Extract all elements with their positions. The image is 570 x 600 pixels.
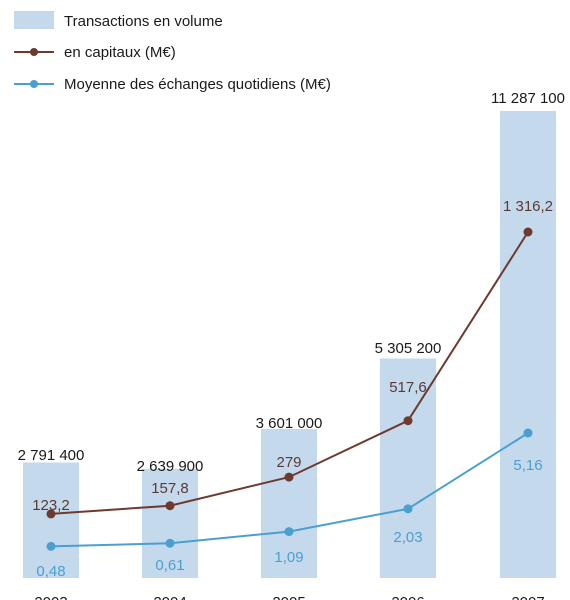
- bar-volume-2005: [261, 429, 317, 578]
- legend-label-volume: Transactions en volume: [64, 13, 223, 30]
- legend: Transactions en volume en capitaux (M€) …: [14, 11, 331, 93]
- label-volume-2006: 5 305 200: [375, 340, 442, 357]
- legend-label-moyenne: Moyenne des échanges quotidiens (M€): [64, 76, 331, 93]
- point-capitaux-2005: [284, 472, 294, 482]
- label-capitaux-2005: 279: [276, 454, 301, 471]
- lines-layer: [46, 227, 533, 551]
- label-moyenne-2005: 1,09: [274, 549, 303, 566]
- label-moyenne-2007: 5,16: [513, 457, 542, 474]
- x-tick-2006: 2006: [391, 594, 424, 600]
- point-moyenne-2003: [46, 541, 56, 551]
- legend-swatch-volume: [14, 11, 54, 29]
- label-volume-2005: 3 601 000: [256, 415, 323, 432]
- label-volume-2007: 11 287 100: [491, 90, 565, 107]
- label-capitaux-2007: 1 316,2: [503, 198, 553, 215]
- point-moyenne-2007: [523, 428, 533, 438]
- x-tick-2005: 2005: [272, 594, 305, 600]
- label-moyenne-2006: 2,03: [393, 529, 422, 546]
- label-volume-2004: 2 639 900: [137, 458, 204, 475]
- label-capitaux-2006: 517,6: [389, 379, 427, 396]
- labels-layer: 2 791 400 2 639 900 3 601 000 5 305 200 11 2…: [18, 90, 565, 600]
- legend-marker-moyenne: [30, 80, 38, 88]
- bar-volume-2006: [380, 358, 436, 578]
- label-moyenne-2004: 0,61: [155, 557, 184, 574]
- x-tick-2007: 2007: [511, 594, 544, 600]
- label-capitaux-2004: 157,8: [151, 480, 189, 497]
- label-capitaux-2003: 123,2: [32, 497, 70, 514]
- point-moyenne-2005: [284, 527, 294, 537]
- point-capitaux-2006: [403, 416, 413, 426]
- bar-volume-2007: [500, 111, 556, 578]
- label-volume-2003: 2 791 400: [18, 447, 85, 464]
- legend-label-capitaux: en capitaux (M€): [64, 44, 176, 61]
- bar-volume-2003: [23, 462, 79, 578]
- x-tick-2004: 2004: [153, 594, 186, 600]
- x-tick-2003: 2003: [34, 594, 67, 600]
- point-capitaux-2003: [46, 509, 56, 519]
- point-moyenne-2006: [403, 504, 413, 514]
- label-moyenne-2003: 0,48: [36, 563, 65, 580]
- point-capitaux-2007: [523, 227, 533, 237]
- point-capitaux-2004: [165, 501, 175, 511]
- bar-volume-2004: [142, 468, 198, 578]
- legend-marker-capitaux: [30, 48, 38, 56]
- point-moyenne-2004: [165, 538, 175, 548]
- bars-layer: [23, 111, 556, 578]
